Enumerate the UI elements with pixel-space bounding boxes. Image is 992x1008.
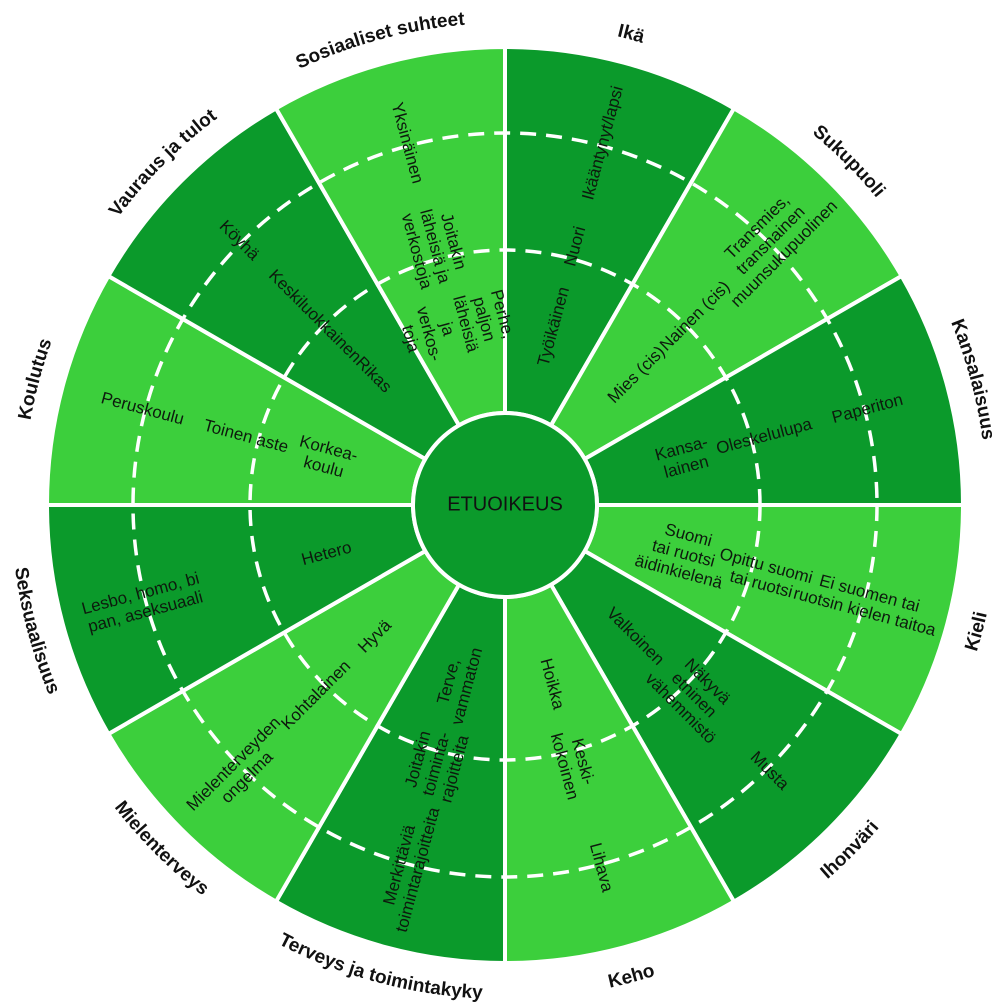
wheel-sectors bbox=[44, 44, 966, 966]
category-kieli: Kieli bbox=[961, 610, 992, 654]
category-label: Ikä bbox=[616, 21, 648, 48]
category-label: Koulutus bbox=[15, 336, 57, 422]
category-label: Kieli bbox=[961, 610, 992, 654]
category-koulutus: Koulutus bbox=[15, 336, 57, 422]
ring-dividers bbox=[131, 131, 879, 879]
ring-boundary-2 bbox=[131, 131, 879, 879]
center-label: ETUOIKEUS bbox=[447, 493, 563, 515]
category-label: Keho bbox=[606, 960, 657, 992]
ring-boundary-1 bbox=[248, 248, 762, 762]
center-circle bbox=[411, 411, 599, 599]
category-ika: Ikä bbox=[616, 21, 648, 48]
category-keho: Keho bbox=[606, 960, 657, 992]
